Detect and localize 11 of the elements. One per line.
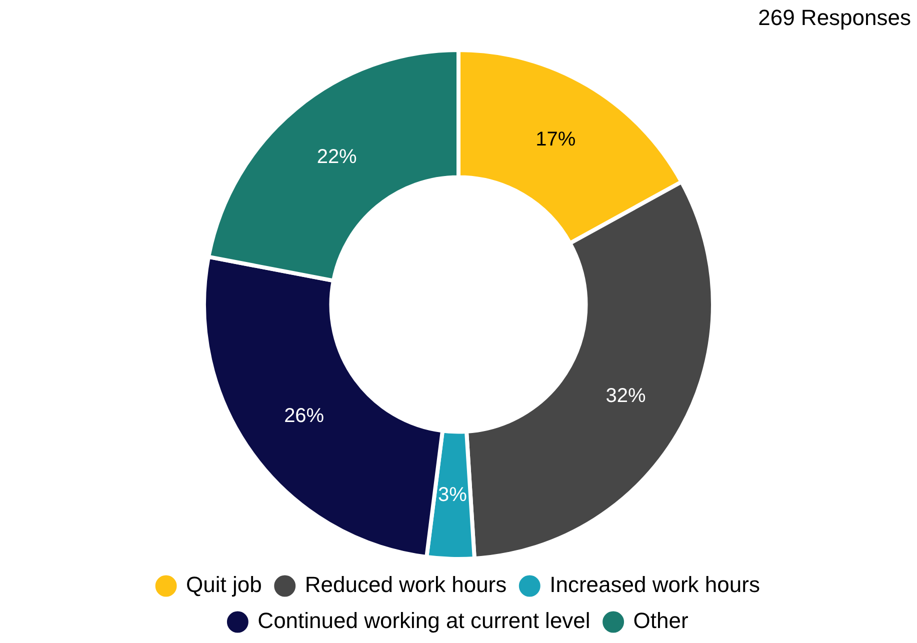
text: 269 Responses [758, 5, 911, 30]
data-label: 3% [438, 484, 468, 506]
data-label: 22% [316, 146, 358, 168]
data-label: 32% [606, 384, 646, 407]
legend-label: Other [633, 608, 688, 634]
legend-label: Quit job [186, 572, 262, 598]
data-label: 17% [536, 128, 576, 151]
data-label: 26% [284, 405, 324, 428]
legend-label: Increased work hours [550, 572, 760, 598]
legend-label: Reduced work hours [304, 572, 507, 598]
legend-label: Continued working at current level [258, 608, 590, 634]
